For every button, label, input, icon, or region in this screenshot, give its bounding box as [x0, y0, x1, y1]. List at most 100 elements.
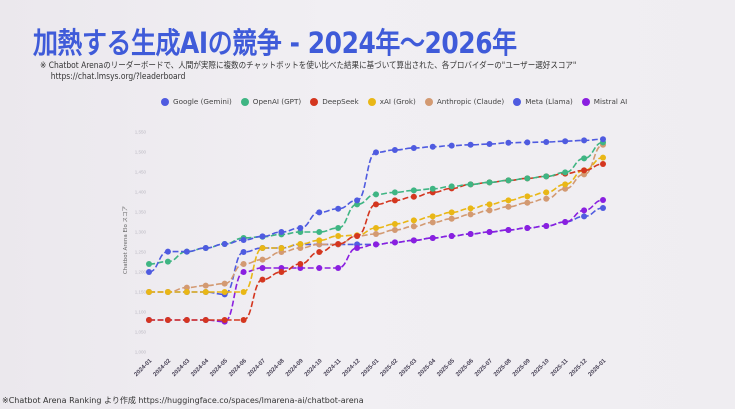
series-line: [148, 199, 604, 323]
data-point: [467, 231, 474, 237]
data-point: [316, 209, 323, 216]
data-point: [391, 227, 398, 233]
data-point: [259, 245, 266, 251]
data-point: [335, 205, 342, 212]
legend-label: Google (Gemini): [173, 97, 232, 106]
data-point: [410, 193, 417, 200]
x-tick-label: 2025-08: [493, 358, 513, 378]
data-point: [524, 199, 531, 206]
slide-title: 加熱する生成AIの競争 - 2024年〜2026年: [33, 26, 517, 60]
legend-item-mistral: Mistral AI: [581, 97, 627, 106]
chart-legend: Google (Gemini) OpenAI (GPT) DeepSeek xA…: [161, 97, 627, 106]
x-tick-label: 2024-10: [304, 358, 324, 378]
data-point: [391, 189, 398, 196]
data-point: [448, 233, 455, 239]
legend-dot-icon: [161, 97, 169, 106]
legend-dot-icon: [240, 97, 249, 106]
x-tick-label: 2025-10: [531, 358, 551, 378]
data-point: [524, 193, 531, 200]
data-point: [373, 231, 379, 237]
y-tick-label: 1,400: [135, 190, 147, 195]
data-point: [505, 139, 512, 146]
data-point: [429, 213, 436, 220]
data-point: [373, 191, 379, 198]
data-point: [524, 139, 531, 146]
data-point: [410, 223, 417, 230]
legend-label: OpenAI (GPT): [252, 97, 302, 106]
data-point: [316, 249, 323, 255]
series-google-gemini: [146, 136, 606, 275]
data-point: [410, 217, 417, 224]
data-point: [429, 235, 436, 241]
data-point: [505, 177, 512, 184]
data-point: [486, 207, 493, 214]
data-point: [354, 245, 361, 251]
y-tick-label: 1,150: [135, 290, 147, 295]
data-point: [391, 147, 398, 153]
data-point: [240, 269, 247, 275]
x-tick-label: 2024-03: [171, 358, 191, 378]
data-point: [524, 225, 531, 231]
data-point: [278, 229, 285, 235]
data-point: [467, 141, 474, 148]
data-point: [221, 241, 228, 247]
y-tick-label: 1,350: [135, 210, 147, 215]
series-line: [149, 144, 604, 293]
data-point: [164, 248, 171, 255]
data-point: [524, 175, 531, 182]
data-point: [202, 289, 209, 295]
data-point: [600, 161, 606, 167]
data-point: [467, 181, 474, 188]
data-point: [429, 185, 436, 192]
data-point: [448, 215, 455, 222]
plot-area: [146, 136, 606, 325]
data-point: [202, 317, 209, 323]
data-point: [543, 139, 550, 145]
data-point: [410, 237, 417, 244]
data-point: [221, 289, 228, 295]
data-point: [429, 143, 436, 150]
data-point: [391, 197, 398, 204]
data-point: [581, 213, 588, 220]
data-point: [467, 205, 474, 212]
legend-dot-icon: [581, 97, 590, 106]
legend-item-xai: xAI (Grok): [367, 97, 416, 106]
data-point: [562, 138, 569, 145]
data-point: [146, 261, 152, 267]
data-point: [335, 265, 342, 271]
data-point: [354, 233, 361, 239]
x-tick-label: 2026-01: [588, 358, 608, 378]
legend-label: xAI (Grok): [379, 97, 416, 106]
x-tick-label: 2025-01: [361, 358, 381, 378]
data-point: [391, 239, 398, 246]
data-point: [183, 317, 190, 323]
x-tick-label: 2024-11: [323, 358, 343, 378]
legend-item-google: Google (Gemini): [161, 97, 232, 106]
data-point: [562, 185, 569, 192]
series-mistral-ai: [146, 197, 606, 325]
data-point: [240, 237, 247, 243]
y-tick-label: 1,500: [135, 150, 147, 155]
x-tick-label: 2025-02: [380, 358, 400, 378]
data-point: [543, 223, 550, 229]
data-point: [259, 265, 266, 271]
legend-item-meta: Meta (Llama): [513, 97, 573, 106]
series-meta-llama: [146, 205, 606, 298]
data-point: [505, 197, 512, 204]
x-tick-label: 2024-05: [209, 358, 229, 378]
data-point: [373, 241, 379, 248]
y-tick-label: 1,300: [135, 230, 147, 235]
data-point: [240, 249, 247, 255]
x-tick-label: 2024-07: [247, 358, 267, 378]
data-point: [240, 289, 247, 295]
data-point: [600, 205, 606, 211]
data-point: [391, 221, 398, 227]
data-point: [562, 169, 569, 176]
data-point: [183, 289, 190, 295]
data-point: [581, 167, 588, 174]
x-tick-label: 2025-11: [550, 358, 570, 378]
x-tick-label: 2025-06: [455, 358, 475, 378]
data-point: [581, 207, 588, 214]
data-point: [221, 317, 228, 323]
data-point: [146, 317, 152, 323]
